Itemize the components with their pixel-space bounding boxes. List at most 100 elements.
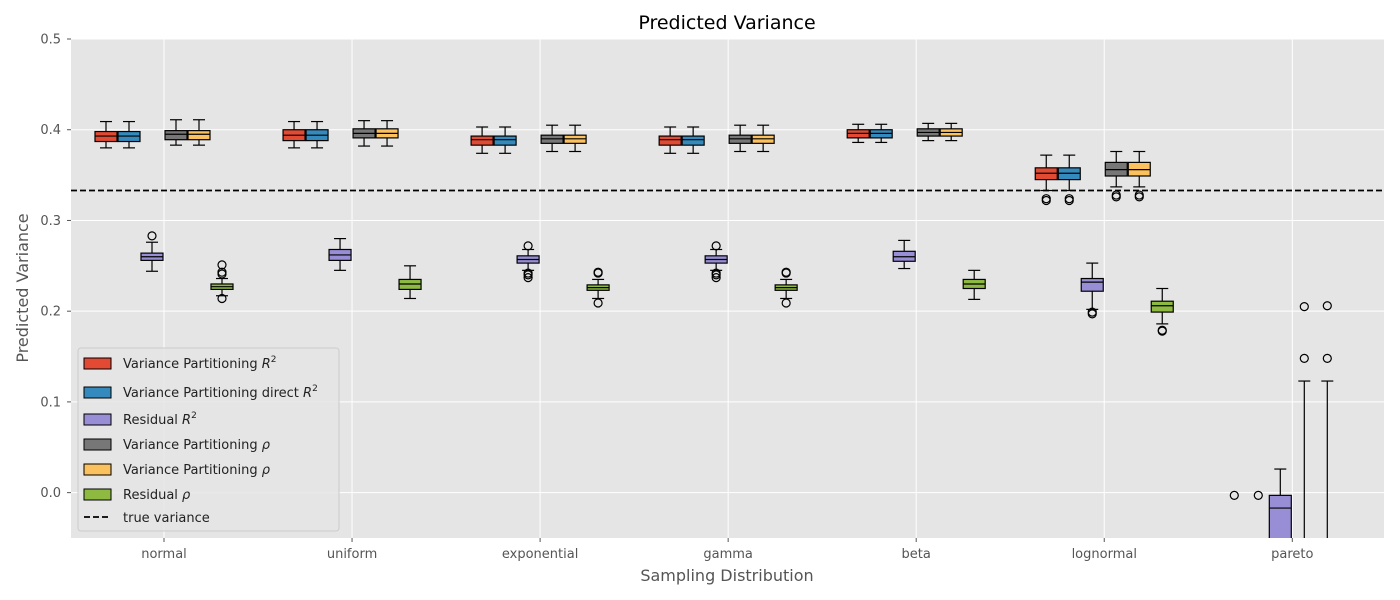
- y-tick-label: 0.5: [40, 33, 61, 48]
- legend-swatch: [83, 357, 112, 370]
- box-4-1: [375, 120, 399, 147]
- box-4-0: [187, 119, 211, 146]
- box-0-4: [846, 123, 870, 144]
- outlier-point: [217, 293, 227, 304]
- y-tick-label: 0.0: [40, 486, 61, 501]
- outlier-point: [711, 273, 721, 283]
- outlier-point: [781, 268, 791, 278]
- x-tick-labels: normal uniform exponential gamma beta lognorm…: [141, 538, 1314, 562]
- box-plots: [94, 119, 1334, 538]
- outlier-point: [1229, 490, 1239, 500]
- box-body: [681, 135, 705, 146]
- outlier-point: [523, 270, 533, 280]
- box-2-5: [1080, 262, 1104, 319]
- box-4-2: [563, 124, 587, 153]
- legend-swatch: [83, 488, 112, 501]
- legend-entry: Variance Partitioning direct R2: [123, 384, 318, 401]
- box-1-2: [493, 126, 517, 154]
- outlier-point: [593, 268, 603, 278]
- box-body: [493, 135, 517, 146]
- box-3-5: [1104, 150, 1128, 202]
- box-4-5: [1127, 150, 1151, 202]
- box-3-2: [540, 124, 564, 153]
- box-5-2: [586, 267, 610, 308]
- x-tick-label: exponential: [502, 547, 578, 562]
- pareto-whisker-0: [1298, 302, 1311, 538]
- outlier-point: [1299, 353, 1309, 363]
- box-1-4: [869, 123, 893, 144]
- legend-entry: Variance Partitioning ρ: [123, 463, 271, 478]
- legend: Variance Partitioning R2 Variance Partiti…: [77, 347, 340, 532]
- box-body: [1268, 494, 1292, 538]
- outlier-point: [1299, 302, 1309, 312]
- box-body: [187, 130, 211, 141]
- outlier-point: [711, 270, 721, 280]
- box-0-3: [658, 126, 682, 154]
- x-tick-label: beta: [902, 547, 931, 562]
- x-tick-label: normal: [141, 547, 187, 562]
- outlier-point: [523, 273, 533, 283]
- y-tick-label: 0.1: [40, 395, 61, 410]
- box-5-3: [774, 267, 798, 308]
- legend-entry: Variance Partitioning R2: [123, 355, 276, 372]
- box-5-4: [962, 269, 986, 300]
- box-0-2: [470, 126, 494, 154]
- legend-swatch: [83, 413, 112, 426]
- box-3-0: [164, 119, 188, 146]
- outlier-point: [217, 260, 227, 270]
- outlier-point: [1322, 353, 1332, 363]
- box-4-3: [751, 124, 775, 153]
- pareto-whisker-1: [1321, 301, 1334, 538]
- legend-entry: Residual ρ: [123, 488, 191, 503]
- box-2-6: [1229, 468, 1292, 538]
- legend-entry: Residual R2: [123, 411, 197, 428]
- y-tick-label: 0.4: [40, 123, 61, 138]
- box-0-1: [282, 120, 306, 149]
- box-2-4: [892, 239, 916, 270]
- grid-lines: [71, 38, 1384, 538]
- box-5-5: [1150, 287, 1174, 336]
- box-3-4: [916, 122, 940, 142]
- outlier-point: [1134, 192, 1144, 202]
- box-4-4: [939, 122, 963, 142]
- box-2-3: [704, 241, 728, 283]
- outlier-point: [523, 241, 533, 251]
- box-3-1: [352, 120, 376, 147]
- legend-entry: true variance: [123, 511, 210, 526]
- x-tick-label: lognormal: [1072, 547, 1137, 562]
- box-1-1: [305, 120, 329, 149]
- outlier-point: [217, 269, 227, 279]
- outlier-point: [781, 298, 791, 308]
- x-tick-label: pareto: [1271, 547, 1313, 562]
- box-5-0: [210, 260, 234, 304]
- chart-title: Predicted Variance: [638, 12, 815, 34]
- box-body: [1150, 300, 1174, 313]
- box-body: [1080, 277, 1104, 292]
- outlier-point: [1253, 490, 1263, 500]
- box-1-0: [117, 120, 141, 149]
- box-0-0: [94, 120, 118, 149]
- outlier-point: [1111, 192, 1121, 202]
- box-0-5: [1034, 154, 1058, 206]
- box-body: [658, 135, 682, 146]
- outlier-point: [1322, 301, 1332, 311]
- legend-swatch: [83, 386, 112, 399]
- box-1-5: [1057, 154, 1081, 206]
- x-tick-label: uniform: [327, 547, 377, 562]
- y-tick-labels: 0.0 0.1 0.2 0.3 0.4 0.5: [40, 33, 71, 501]
- box-1-3: [681, 126, 705, 154]
- box-5-1: [398, 265, 422, 300]
- outlier-point: [1087, 309, 1097, 319]
- x-tick-label: gamma: [703, 547, 753, 562]
- outlier-point: [1064, 195, 1074, 206]
- legend-box: [77, 347, 340, 532]
- legend-swatch: [83, 438, 112, 451]
- box-body: [470, 135, 494, 146]
- outlier-point: [593, 298, 603, 308]
- outlier-point: [1041, 195, 1051, 206]
- outlier-point: [1157, 326, 1167, 336]
- box-body: [164, 130, 188, 141]
- box-2-1: [328, 238, 352, 271]
- outlier-point: [147, 231, 157, 241]
